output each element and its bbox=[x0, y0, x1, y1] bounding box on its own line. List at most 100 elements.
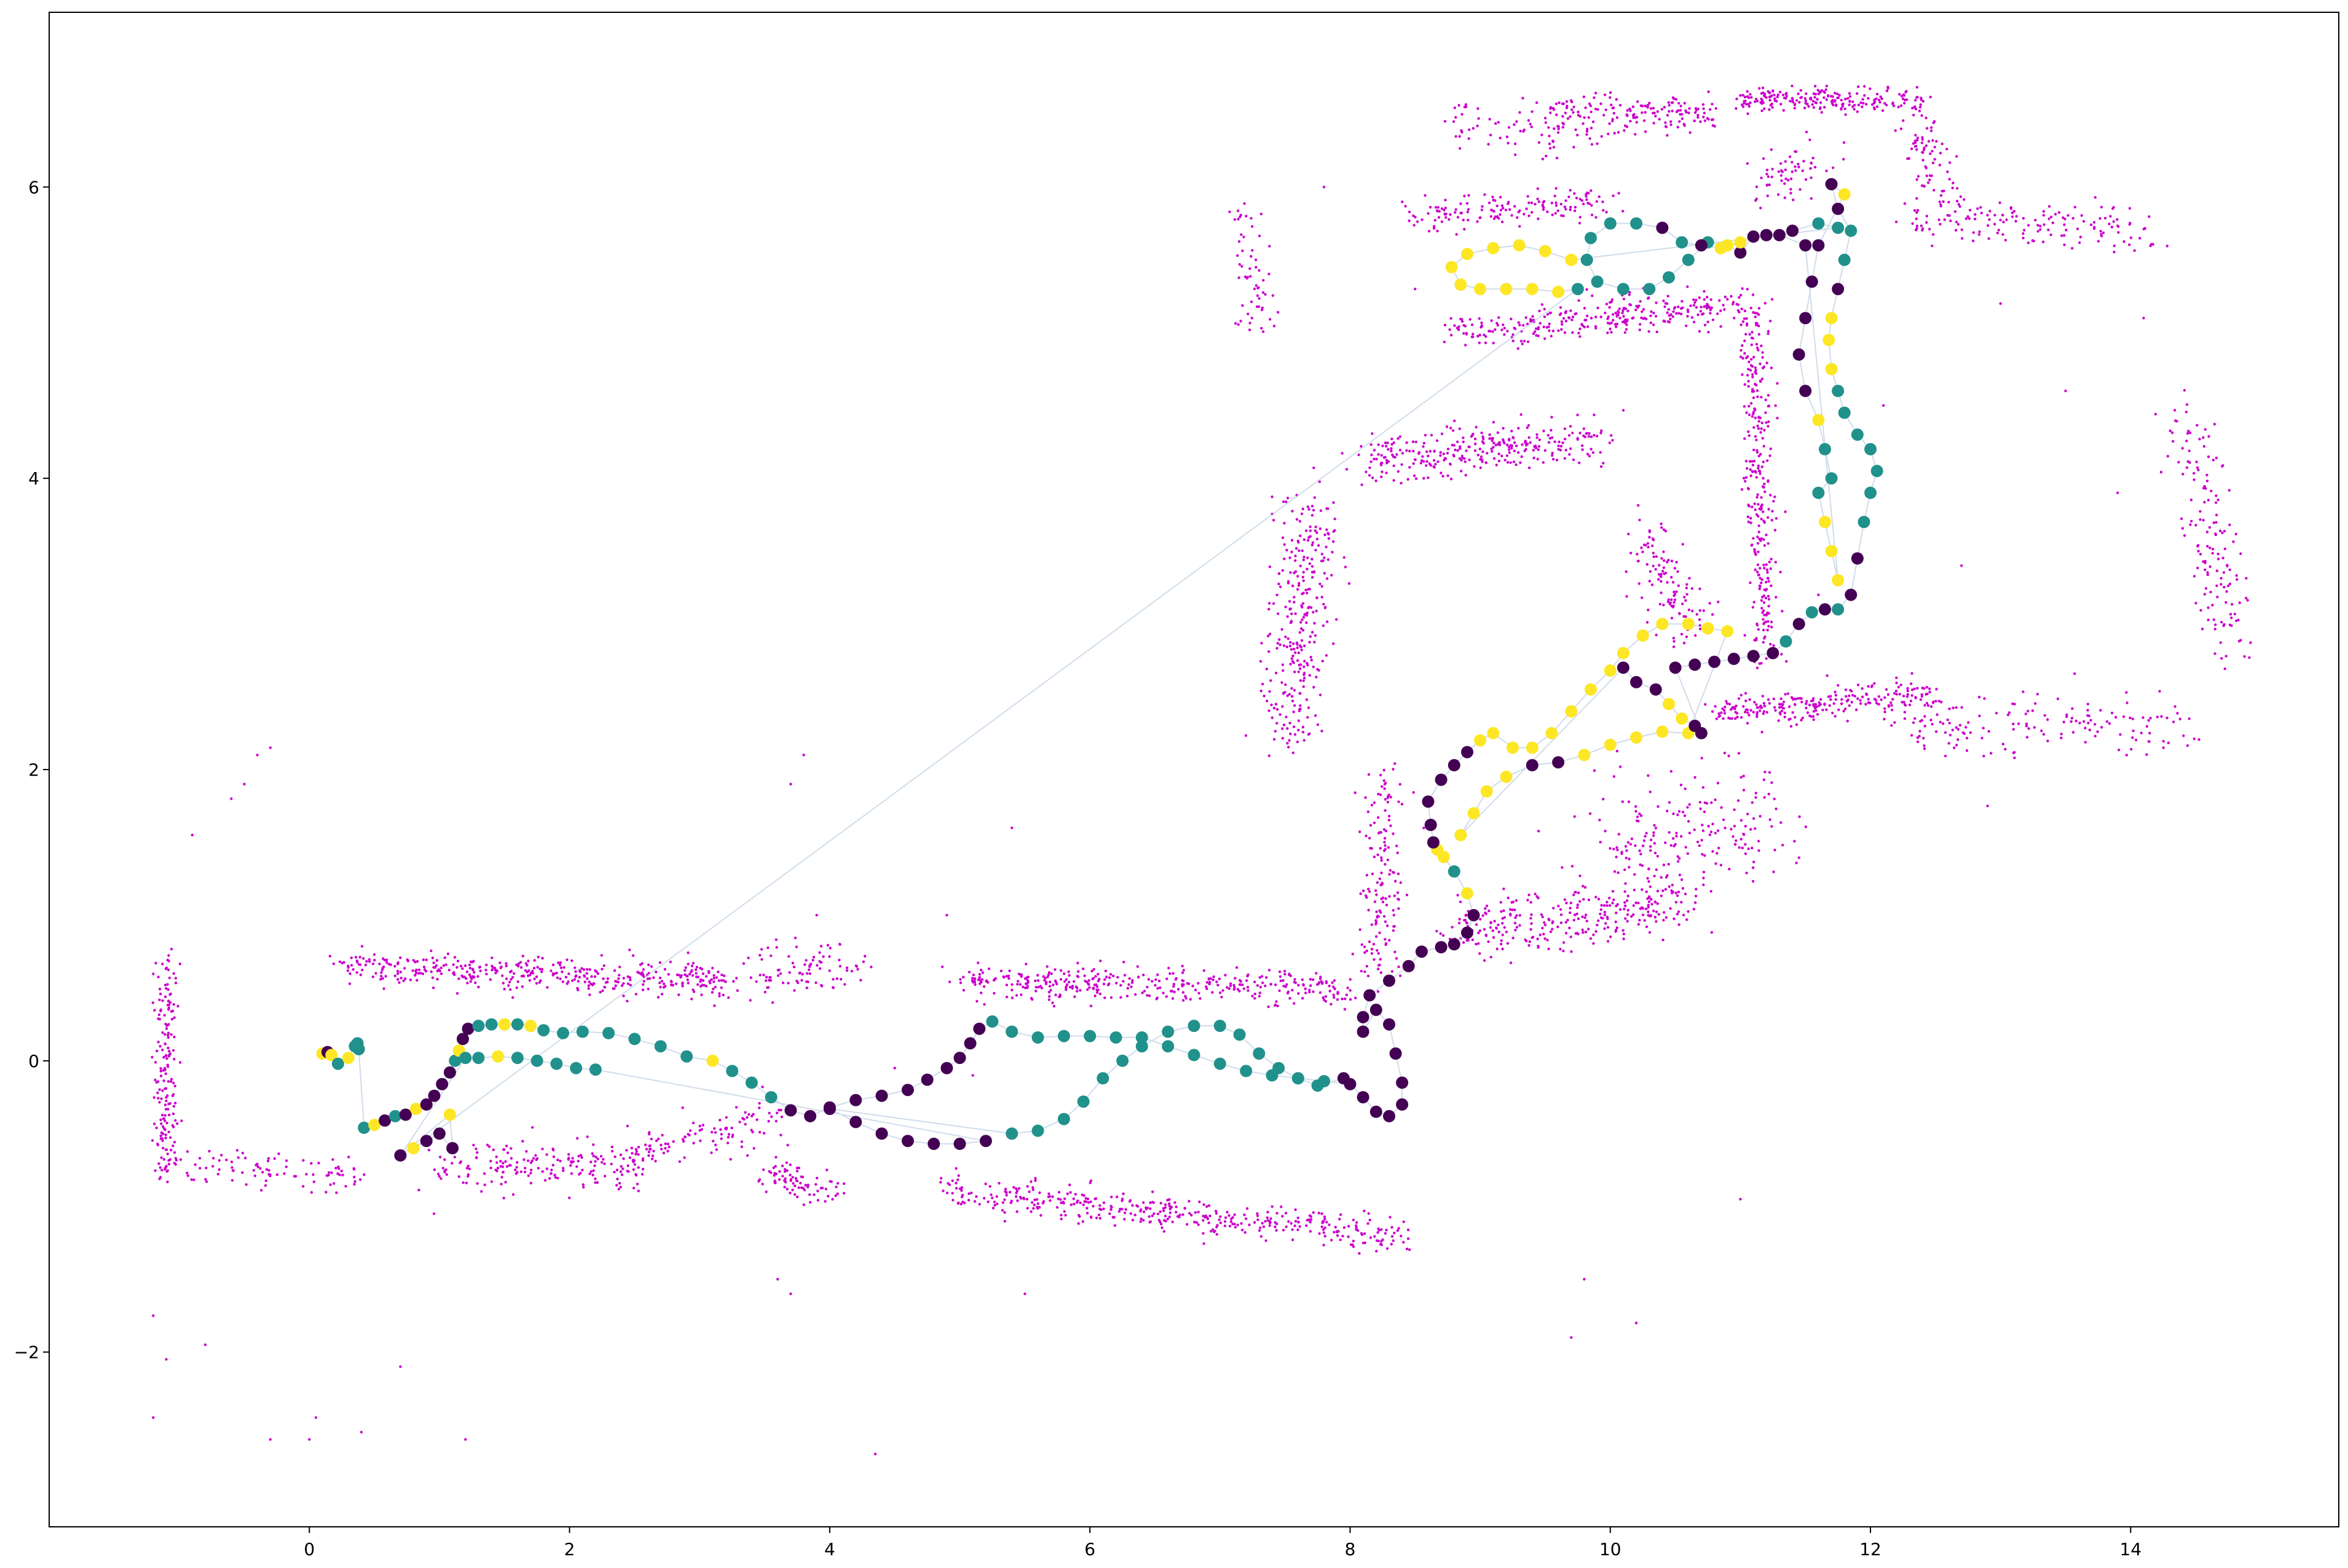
map-point bbox=[1149, 1220, 1152, 1223]
map-point bbox=[1387, 794, 1390, 797]
map-point bbox=[533, 977, 536, 980]
map-point bbox=[1034, 985, 1038, 989]
map-point bbox=[1646, 104, 1650, 107]
map-point bbox=[1657, 805, 1660, 808]
map-point bbox=[714, 985, 717, 989]
map-point bbox=[1282, 644, 1286, 647]
map-point bbox=[1711, 318, 1715, 321]
map-point bbox=[457, 977, 460, 980]
map-point bbox=[818, 951, 821, 955]
map-point bbox=[1577, 331, 1580, 335]
map-point bbox=[2249, 641, 2252, 644]
map-point bbox=[1095, 983, 1098, 987]
map-point bbox=[174, 977, 178, 980]
map-point bbox=[1411, 440, 1415, 443]
map-point bbox=[436, 977, 439, 981]
map-point bbox=[1899, 684, 1902, 687]
map-point bbox=[1301, 731, 1305, 734]
map-point bbox=[622, 982, 625, 985]
map-point bbox=[1009, 1201, 1013, 1204]
map-point bbox=[2208, 546, 2212, 550]
map-point bbox=[647, 963, 650, 966]
map-point bbox=[1355, 1221, 1358, 1224]
map-point bbox=[1559, 948, 1562, 951]
map-point bbox=[2189, 523, 2192, 526]
map-point bbox=[951, 1192, 954, 1195]
map-point bbox=[1088, 986, 1091, 989]
map-point bbox=[1760, 537, 1763, 540]
map-point bbox=[1923, 687, 1926, 690]
map-point bbox=[1590, 213, 1594, 216]
map-point bbox=[1278, 643, 1282, 647]
map-point bbox=[621, 1167, 624, 1170]
map-point bbox=[1767, 425, 1770, 428]
map-point bbox=[167, 1162, 171, 1166]
map-point bbox=[2125, 701, 2129, 704]
map-point bbox=[1585, 193, 1588, 196]
map-point bbox=[331, 1158, 334, 1161]
map-point bbox=[1837, 708, 1840, 712]
map-point bbox=[1694, 634, 1697, 637]
map-point bbox=[1497, 931, 1500, 934]
map-point bbox=[2133, 249, 2136, 252]
map-point bbox=[1312, 610, 1315, 614]
map-point bbox=[1840, 698, 1843, 701]
map-point bbox=[1370, 453, 1373, 457]
map-point bbox=[1759, 705, 1762, 709]
map-point bbox=[1510, 900, 1513, 904]
map-point bbox=[781, 1175, 784, 1178]
map-point bbox=[1937, 218, 1940, 221]
map-point bbox=[1383, 782, 1387, 786]
map-point bbox=[1473, 443, 1477, 446]
map-point bbox=[1812, 710, 1816, 713]
map-point bbox=[1624, 845, 1628, 848]
map-point bbox=[1301, 605, 1304, 609]
map-point bbox=[1425, 464, 1428, 467]
map-point bbox=[1453, 324, 1456, 327]
map-point bbox=[1005, 975, 1008, 978]
map-point bbox=[1969, 731, 1972, 735]
map-point bbox=[1717, 846, 1720, 849]
map-point bbox=[439, 1177, 443, 1180]
map-point bbox=[176, 1122, 179, 1125]
map-point bbox=[1408, 449, 1411, 453]
map-point bbox=[1672, 590, 1676, 594]
map-point bbox=[1701, 313, 1704, 316]
map-point bbox=[1548, 329, 1551, 333]
map-point bbox=[1322, 559, 1325, 562]
map-point bbox=[1030, 1180, 1033, 1183]
map-point bbox=[1181, 979, 1184, 982]
map-point bbox=[565, 958, 569, 961]
map-point bbox=[720, 986, 723, 990]
map-point bbox=[988, 1185, 991, 1188]
map-point bbox=[1557, 904, 1560, 908]
map-point bbox=[1267, 1005, 1270, 1009]
map-point bbox=[1321, 660, 1324, 663]
map-point bbox=[1561, 115, 1564, 118]
map-point bbox=[1034, 1179, 1037, 1182]
map-point bbox=[2189, 498, 2193, 502]
map-point bbox=[2202, 487, 2205, 490]
map-point bbox=[1082, 1194, 1085, 1197]
map-point bbox=[2097, 240, 2100, 243]
map-point bbox=[1513, 327, 1517, 331]
map-point bbox=[1359, 892, 1362, 896]
map-point bbox=[1647, 905, 1650, 909]
map-point bbox=[1582, 202, 1585, 205]
map-point bbox=[1784, 510, 1787, 513]
map-point bbox=[1535, 334, 1538, 337]
map-point bbox=[1548, 436, 1552, 440]
map-point bbox=[1267, 272, 1271, 275]
map-point bbox=[1677, 305, 1680, 309]
map-point bbox=[1641, 845, 1645, 848]
map-point bbox=[1677, 810, 1681, 813]
map-point bbox=[1686, 315, 1689, 318]
map-point bbox=[1851, 693, 1854, 697]
map-point bbox=[1611, 889, 1615, 893]
map-point bbox=[1652, 551, 1655, 554]
map-point bbox=[1433, 225, 1436, 228]
map-point bbox=[368, 958, 371, 961]
map-point bbox=[1767, 420, 1770, 424]
map-point bbox=[1129, 1212, 1133, 1215]
map-point bbox=[1268, 565, 1272, 569]
